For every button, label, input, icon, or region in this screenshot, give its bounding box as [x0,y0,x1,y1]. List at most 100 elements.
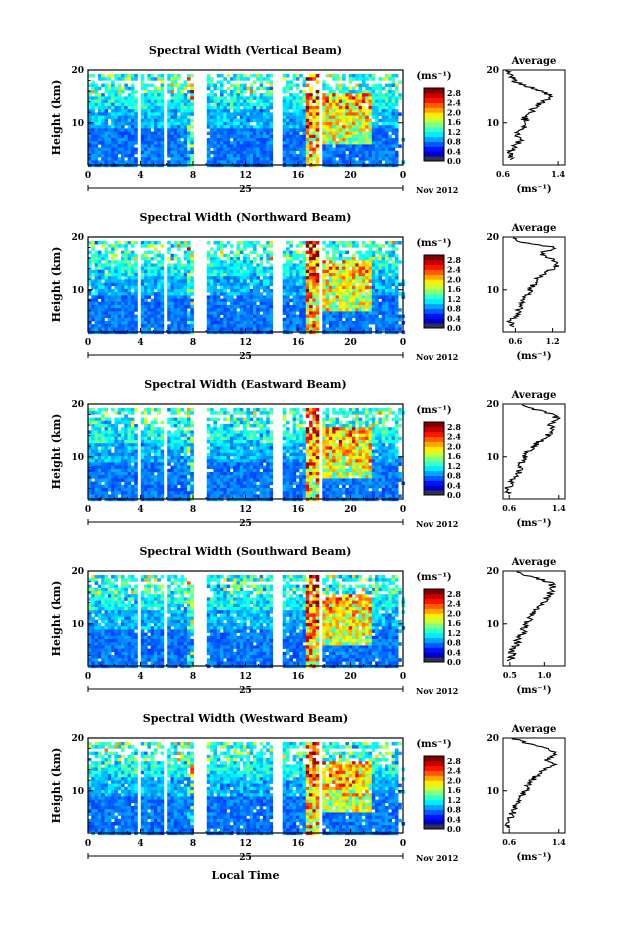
heatmap-cell [243,109,247,113]
heatmap-cell [391,157,396,161]
heatmap-cell [338,273,343,277]
heatmap-cell [111,86,115,91]
heatmap-cell [365,305,369,309]
heatmap-cell [305,134,310,139]
heatmap-cell [170,282,175,287]
heatmap-cell [97,478,102,482]
heatmap-cell [130,244,135,248]
heatmap-cell [134,150,138,155]
heatmap-cell [94,112,99,116]
colorbar-tick-label: 2.0 [447,274,461,284]
heatmap-cell [299,115,303,120]
heatmap-cell [302,321,307,325]
heatmap-cell [177,285,181,290]
heatmap-cell [167,144,171,148]
heatmap-cell [325,314,330,319]
heatmap-cell [371,138,376,142]
heatmap-cell [246,154,250,158]
heatmap-cell [154,311,158,315]
heatmap-cell [130,86,135,91]
heatmap-cell [127,106,132,110]
heatmap-cell [243,160,247,164]
heatmap-cell [167,273,171,277]
heatmap-cell [338,99,343,104]
heatmap-cell [365,321,369,325]
heatmap-cell [183,128,188,132]
heatmap-cell [144,292,148,296]
heatmap-cell [121,257,125,261]
heatmap-cell [375,295,379,299]
heatmap-cell [249,160,254,164]
heatmap-cell [107,83,112,88]
heatmap-cell [239,131,244,136]
heatmap-cell [160,138,165,142]
heatmap-cell [286,154,290,158]
heatmap-cell [266,102,270,107]
heatmap-cell [177,122,181,126]
heatmap-cell [368,93,373,97]
heatmap-cell [88,128,92,132]
heatmap-cell [345,327,349,331]
heatmap-cell [358,321,363,325]
colorbar-tick-label: 1.2 [447,127,461,137]
heatmap-cell [391,301,396,306]
heatmap-cell [121,90,125,94]
heatmap-cell [352,138,356,142]
heatmap-cell [130,292,135,296]
heatmap-cell [124,253,128,258]
heatmap-cell [236,106,241,110]
heatmap-cell [345,102,349,107]
heatmap-cell [173,96,178,100]
heatmap-cell [391,311,396,315]
heatmap-cell [140,449,145,454]
heatmap-cell [305,273,310,277]
heatmap-cell [220,131,224,136]
heatmap-cell [107,424,112,428]
heatmap-cell [144,446,148,450]
heatmap-cell [262,295,267,299]
heatmap-cell [253,282,257,287]
heatmap-cell [210,285,214,290]
heatmap-cell [292,74,297,78]
heatmap-cell [107,263,112,267]
heatmap-cell [302,311,307,315]
heatmap-cell [262,266,267,271]
heatmap-cell [216,106,221,110]
heatmap-cell [394,102,399,107]
heatmap-cell [121,321,125,325]
heatmap-cell [246,147,250,152]
heatmap-cell [97,250,102,255]
heatmap-cell [259,160,264,164]
heatmap-cell [107,481,112,486]
heatmap-cell [243,305,247,309]
heatmap-cell [154,301,158,306]
heatmap-cell [226,147,231,152]
heatmap-cell [358,118,363,123]
heatmap-cell [223,260,227,264]
heatmap-cell [94,446,99,450]
heatmap-cell [342,131,346,136]
heatmap-cell [315,106,320,110]
heatmap-cell [358,106,363,110]
heatmap-cell [335,241,340,245]
heatmap-cell [355,141,359,145]
heatmap-cell [394,311,399,315]
heatmap-cell [243,257,247,261]
heatmap-cell [104,436,109,441]
heatmap-cell [381,285,386,290]
heatmap-cell [239,141,244,145]
heatmap-cell [328,327,333,331]
heatmap-cell [282,154,287,158]
heatmap-cell [173,263,178,267]
heatmap-cell [302,285,307,290]
heatmap-cell [266,122,270,126]
heatmap-cell [259,106,264,110]
heatmap-cell [223,150,227,155]
panel-1: Spectral Width (Northward Beam)1020Heigh… [50,211,566,362]
heatmap-cell [104,131,109,136]
heatmap-cell [325,74,330,78]
heatmap-cell [94,99,99,104]
heatmap-cell [302,115,307,120]
heatmap-cell [223,109,227,113]
date-label: Nov 2012 [416,352,458,362]
